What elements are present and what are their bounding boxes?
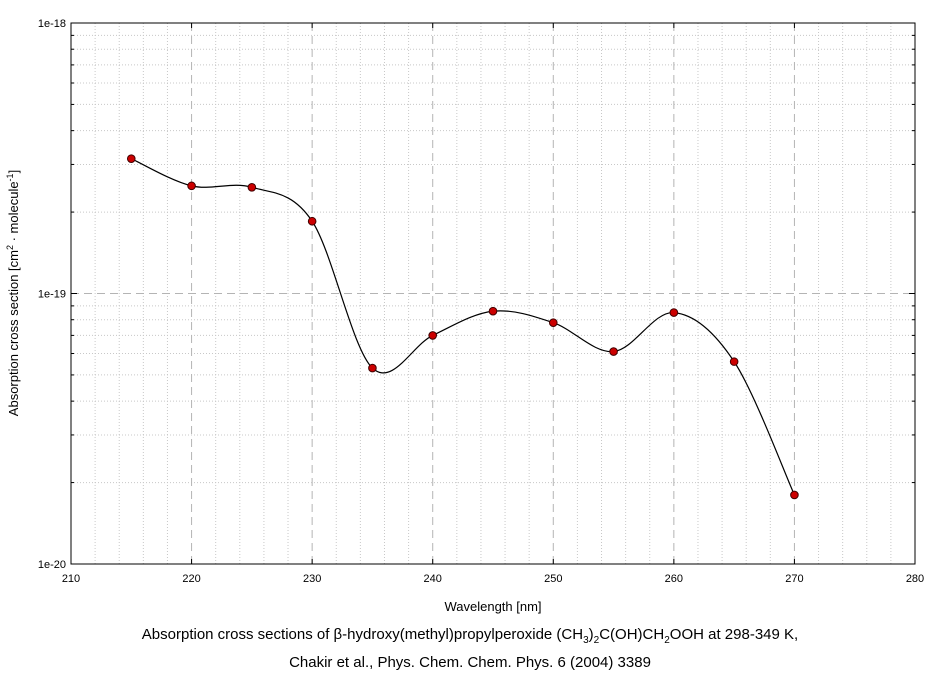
data-point [369, 364, 377, 372]
x-tick-label: 280 [906, 573, 924, 585]
y-tick-label: 1e-19 [38, 289, 66, 301]
caption-line-1-part-d: OOH at 298-349 K, [670, 626, 798, 643]
x-tick-label: 230 [303, 573, 321, 585]
chart: 210 220 230 240 250 260 270 280 1e-20 1e-19 1e-18… [0, 0, 940, 620]
data-point [429, 332, 437, 340]
y-axis-label-mid: · molecule [6, 181, 21, 245]
x-tick-labels: 210 220 230 240 250 260 270 280 [62, 573, 924, 585]
y-axis-label: Absorption cross section [cm2 · molecule… [5, 170, 21, 416]
x-tick-label: 240 [424, 573, 442, 585]
data-point [791, 491, 799, 499]
x-tick-label: 260 [665, 573, 683, 585]
data-point [610, 348, 618, 356]
caption-line-2: Chakir et al., Phys. Chem. Chem. Phys. 6… [0, 652, 940, 674]
x-tick-label: 250 [544, 573, 562, 585]
data-point [188, 182, 196, 190]
caption-line-1-part-c: C(OH)CH [599, 626, 664, 643]
data-point [127, 155, 135, 163]
x-tick-label: 270 [785, 573, 803, 585]
data-point [549, 319, 557, 327]
x-axis-label: Wavelength [nm] [444, 599, 541, 614]
caption-line-1-part-a: Absorption cross sections of β-hydroxy(m… [142, 626, 583, 643]
y-axis-label-end: ] [6, 170, 21, 174]
y-tick-label: 1e-20 [38, 559, 66, 571]
figure-caption: Absorption cross sections of β-hydroxy(m… [0, 624, 940, 674]
data-point [670, 309, 678, 317]
caption-line-1: Absorption cross sections of β-hydroxy(m… [0, 624, 940, 652]
data-point [730, 358, 738, 366]
data-point [489, 307, 497, 315]
data-point [308, 217, 316, 225]
y-tick-label: 1e-18 [38, 18, 66, 30]
y-axis-label-main: Absorption cross section [cm [6, 250, 21, 416]
y-tick-labels: 1e-20 1e-19 1e-18 [38, 18, 66, 571]
x-tick-label: 210 [62, 573, 80, 585]
data-point [248, 183, 256, 191]
x-tick-label: 220 [182, 573, 200, 585]
y-axis-label-sup2: -1 [5, 173, 15, 181]
